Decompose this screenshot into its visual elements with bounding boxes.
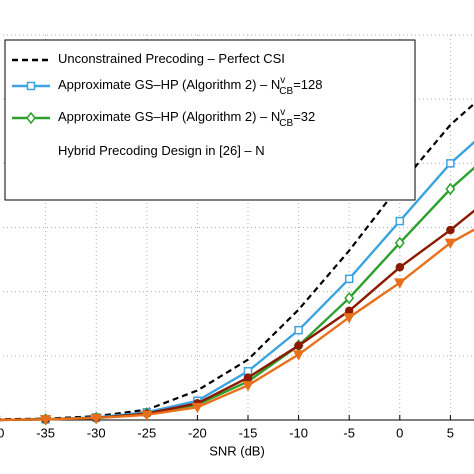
marker <box>395 216 405 226</box>
marker <box>394 236 405 250</box>
marker <box>243 373 253 382</box>
legend-box <box>4 39 416 201</box>
x-tick-label: -5 <box>343 425 355 440</box>
marker <box>90 413 102 425</box>
marker <box>242 381 254 392</box>
legend-label-part: v <box>280 107 285 118</box>
x-tick-label: 5 <box>447 425 454 440</box>
x-tick-label: -20 <box>188 425 207 440</box>
marker <box>294 325 303 335</box>
legend-label-part: Hybrid Precoding Design in [26] – N <box>58 143 265 158</box>
marker <box>445 182 456 196</box>
legend-label: Approximate GS–HP (Algorithm 2) – Nv CB=1… <box>58 75 323 97</box>
x-tick-label: -10 <box>289 425 308 440</box>
x-tick-label: 0 <box>396 425 403 440</box>
legend-label-part: =32 <box>293 109 315 124</box>
marker <box>292 350 305 361</box>
legend-label: Hybrid Precoding Design in [26] – N <box>58 143 265 158</box>
series-line <box>0 228 474 422</box>
marker <box>26 111 36 125</box>
marker <box>446 159 455 168</box>
marker <box>395 263 405 272</box>
marker <box>344 291 355 305</box>
x-tick-label: -15 <box>239 425 258 440</box>
marker <box>26 81 36 91</box>
legend-label: Unconstrained Precoding – Perfect CSI <box>58 51 285 66</box>
marker <box>39 415 52 426</box>
legend-label: Approximate GS–HP (Algorithm 2) – Nv CB=3… <box>58 107 315 129</box>
legend-label-part: Approximate GS–HP (Algorithm 2) – N <box>58 77 280 92</box>
x-tick-label: -30 <box>87 425 106 440</box>
x-axis-label: SNR (dB) <box>209 443 265 458</box>
x-tick-label: -25 <box>137 425 156 440</box>
marker <box>446 225 455 235</box>
marker <box>343 313 355 324</box>
legend-label-part: v <box>280 75 285 86</box>
marker <box>191 402 204 414</box>
marker <box>294 341 303 350</box>
legend-label-part: CB <box>279 118 293 129</box>
marker <box>444 238 457 249</box>
legend-label-part: Unconstrained Precoding – Perfect CSI <box>58 51 285 66</box>
x-tick-label: -35 <box>36 425 55 440</box>
marker <box>344 274 354 284</box>
marker <box>394 278 406 289</box>
legend-label-part: =128 <box>293 77 322 92</box>
marker <box>141 410 153 421</box>
legend-label-part: Approximate GS–HP (Algorithm 2) – N <box>58 109 280 124</box>
x-tick-label: -40 <box>0 425 4 440</box>
legend-label-part: CB <box>279 86 293 97</box>
